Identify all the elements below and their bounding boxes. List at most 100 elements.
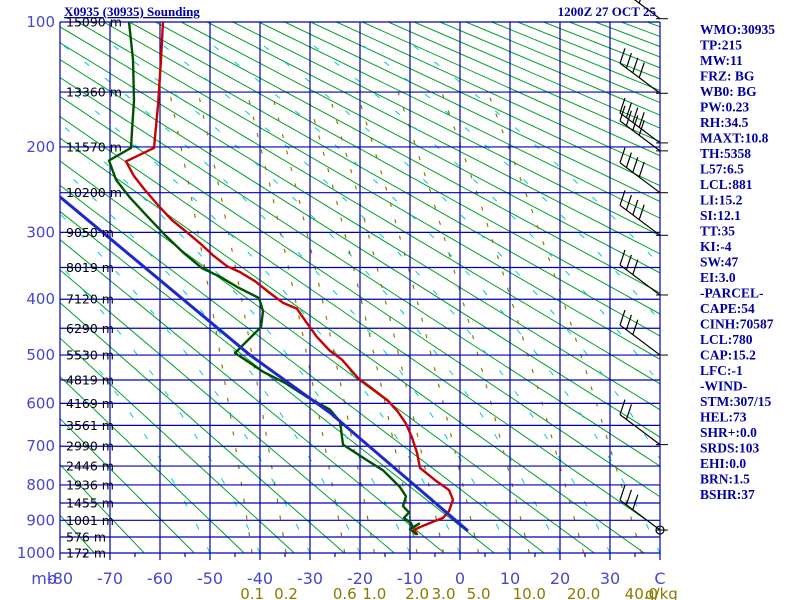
temperature-label: -70: [97, 569, 123, 588]
dry-adiabat-line: [310, 22, 660, 187]
wind-barb: [634, 0, 668, 20]
moist-adiabat-line: [159, 42, 611, 553]
barb-feather: [638, 161, 645, 178]
dry-adiabat-line: [60, 269, 395, 553]
index-line: EHI:0.0: [700, 456, 746, 471]
barb-feather: [632, 494, 639, 510]
pressure-label: 800: [26, 476, 55, 494]
dry-adiabat-line: [336, 22, 660, 171]
index-line: WMO:30935: [700, 22, 775, 37]
height-label: 3561 m: [66, 418, 114, 433]
height-label: 4169 m: [66, 396, 114, 411]
dry-adiabat-line: [60, 137, 645, 553]
barb-staff: [619, 499, 661, 531]
height-label: 11570 m: [66, 139, 122, 154]
temperature-label: -40: [247, 569, 273, 588]
temperature-label: -80: [47, 569, 73, 588]
barb-feather: [632, 259, 639, 275]
barb-feather: [625, 52, 632, 69]
index-line: LI:15.2: [700, 193, 743, 208]
temperature-label: -30: [297, 569, 323, 588]
pressure-label: 200: [26, 138, 55, 156]
wind-barb: [619, 249, 668, 296]
wind-barbs: [619, 0, 668, 535]
barb-feather: [625, 152, 632, 168]
barb-feather: [619, 399, 626, 415]
dry-adiabat-line: [595, 22, 660, 48]
barb-staff: [619, 112, 661, 144]
index-line: TT:35: [700, 224, 735, 239]
dry-adiabat-line: [439, 22, 660, 116]
station-circle-icon: [655, 525, 665, 535]
height-label: 172 m: [66, 546, 106, 561]
barb-feather: [619, 147, 626, 163]
temperature-trace: [124, 22, 455, 536]
mixing-ratio-label: 0.2: [274, 585, 298, 600]
index-line: MAXT:10.8: [700, 131, 769, 146]
dry-adiabat-line: [129, 22, 660, 315]
height-label: 9050 m: [66, 225, 114, 240]
dry-adiabat-line: [60, 210, 495, 553]
moist-adiabat-line: [359, 42, 660, 322]
wind-barb: [619, 48, 668, 94]
dry-adiabat-line: [77, 22, 660, 360]
dry-adiabat-line: [362, 22, 660, 157]
temperature-label: -50: [197, 569, 223, 588]
moist-adiabat-line: [60, 42, 511, 553]
dry-adiabat-line: [258, 22, 660, 219]
dry-adiabat-line: [180, 22, 660, 274]
moist-adiabat-line: [259, 42, 660, 460]
pressure-label: 500: [26, 346, 55, 364]
wind-barb: [619, 147, 668, 194]
index-line: HEL:73: [700, 410, 747, 425]
height-label: 2446 m: [66, 459, 114, 474]
dry-adiabat-line: [60, 239, 445, 553]
index-line: CAPE:54: [700, 301, 755, 316]
temperature-label: 20: [550, 569, 570, 588]
height-label: 10200 m: [66, 185, 122, 200]
moist-adiabat-line: [60, 81, 461, 553]
wind-barb: [619, 190, 668, 236]
barb-staff: [619, 264, 661, 296]
dry-adiabat-line: [388, 22, 660, 143]
dry-adiabat-line: [60, 375, 245, 553]
barb-feather: [625, 102, 632, 118]
barb-feather: [638, 120, 645, 136]
height-label: 1936 m: [66, 477, 114, 492]
barb-feather: [632, 157, 639, 173]
index-line: BSHR:37: [700, 487, 755, 502]
barb-feather: [638, 0, 641, 4]
barb-feather: [638, 112, 645, 128]
index-line: MW:11: [700, 53, 743, 68]
height-label: 7120 m: [66, 292, 114, 307]
temperature-label: 0: [455, 569, 465, 588]
barb-staff: [619, 414, 661, 446]
barb-feather: [625, 404, 632, 420]
wind-barb: [619, 399, 668, 446]
barb-feather: [632, 199, 639, 216]
moist-adiabat-line: [60, 122, 411, 553]
parcel-trace: [60, 195, 469, 532]
dry-adiabat-line: [413, 22, 660, 129]
height-label: 1455 m: [66, 496, 114, 511]
dry-adiabat-line: [60, 160, 595, 553]
mixing-ratio-label: 10.0: [513, 585, 546, 600]
height-label: 8019 m: [66, 260, 114, 275]
dry-adiabat-line: [284, 22, 660, 203]
mixing-ratio-label: 0.6: [333, 585, 357, 600]
index-line: SI:12.1: [700, 208, 741, 223]
index-line: STM:307/15: [700, 394, 772, 409]
barb-feather: [638, 204, 645, 220]
height-label: 15090 m: [66, 15, 122, 30]
barb-feather: [619, 48, 626, 64]
index-line: BRN:1.5: [700, 472, 750, 487]
barb-feather: [619, 249, 626, 266]
mixing-ratio-label: 2.0: [405, 585, 429, 600]
height-label: 6290 m: [66, 321, 114, 336]
index-line: LFC:-1: [700, 363, 743, 378]
moist-adiabat-line: [109, 42, 561, 553]
pressure-label: 300: [26, 223, 55, 241]
dry-adiabat-line: [60, 184, 545, 553]
